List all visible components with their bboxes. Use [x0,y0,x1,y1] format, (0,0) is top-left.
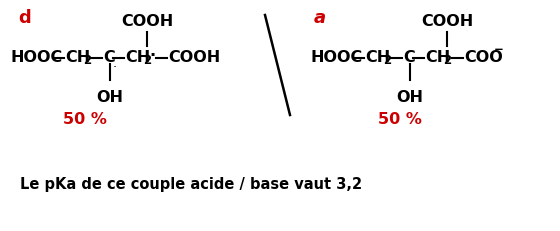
Text: CH: CH [125,51,150,66]
Text: C: C [103,51,115,66]
Text: ·: · [149,49,155,64]
Text: C: C [403,51,415,66]
Text: 2: 2 [383,54,391,67]
Text: 2: 2 [443,54,451,67]
Text: OH: OH [96,90,124,105]
Text: CH: CH [65,51,90,66]
Text: COO: COO [464,51,503,66]
Text: ·: · [113,61,117,75]
Text: CH: CH [425,51,450,66]
Text: COOH: COOH [421,14,473,29]
Text: a: a [314,9,326,27]
Text: OH: OH [396,90,423,105]
Text: HOOC: HOOC [310,51,362,66]
Text: −: − [494,43,504,57]
Text: 50 %: 50 % [63,112,107,128]
Text: 2: 2 [143,54,151,67]
Text: HOOC: HOOC [10,51,62,66]
Text: d: d [18,9,31,27]
Text: COOH: COOH [121,14,173,29]
Text: Le pKa de ce couple acide / base vaut 3,2: Le pKa de ce couple acide / base vaut 3,… [20,177,362,192]
Text: CH: CH [365,51,390,66]
Text: COOH: COOH [168,51,220,66]
Text: 50 %: 50 % [378,112,422,128]
Text: 2: 2 [83,54,91,67]
